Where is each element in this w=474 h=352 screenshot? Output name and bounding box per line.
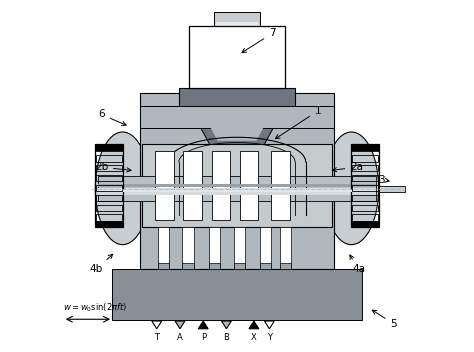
Bar	[98, 176, 376, 201]
Text: T: T	[154, 333, 159, 342]
Bar	[96, 165, 122, 171]
Bar	[351, 221, 379, 227]
Bar	[240, 151, 258, 220]
Bar	[183, 151, 202, 220]
Bar	[98, 184, 376, 187]
Text: 5: 5	[372, 310, 397, 329]
Bar	[352, 195, 378, 201]
Bar	[234, 263, 246, 269]
Bar	[216, 22, 258, 25]
Text: 2a: 2a	[332, 162, 363, 172]
Bar	[352, 205, 378, 211]
Bar	[214, 12, 260, 26]
Bar	[234, 227, 246, 269]
Text: 1: 1	[275, 106, 321, 139]
Bar	[140, 106, 334, 128]
Bar	[95, 144, 123, 151]
Polygon shape	[221, 321, 231, 329]
Polygon shape	[264, 321, 274, 329]
Bar	[96, 214, 122, 221]
Ellipse shape	[324, 132, 379, 245]
Bar	[212, 151, 230, 220]
Bar	[352, 175, 378, 181]
Bar	[96, 195, 122, 201]
Bar	[95, 144, 123, 227]
Text: X: X	[251, 333, 257, 342]
Bar	[179, 88, 295, 107]
Polygon shape	[198, 321, 208, 329]
Bar	[155, 151, 173, 220]
Bar	[352, 185, 378, 191]
Bar	[352, 214, 378, 221]
Polygon shape	[200, 108, 274, 141]
Bar	[96, 155, 122, 162]
Bar	[272, 151, 290, 220]
Text: 3: 3	[378, 175, 389, 184]
Bar	[96, 185, 122, 191]
Polygon shape	[190, 107, 284, 146]
Bar	[260, 263, 271, 269]
Bar	[280, 227, 291, 269]
Text: 4a: 4a	[350, 255, 365, 274]
Text: 6: 6	[98, 109, 126, 125]
Bar	[209, 227, 220, 269]
Bar	[95, 221, 123, 227]
Bar	[182, 227, 194, 269]
Text: Y: Y	[267, 333, 272, 342]
Bar	[158, 227, 169, 269]
Bar	[352, 165, 378, 171]
Polygon shape	[152, 321, 162, 329]
Polygon shape	[175, 321, 185, 329]
Bar	[96, 205, 122, 211]
Bar	[98, 190, 376, 192]
Bar	[158, 263, 169, 269]
Bar	[352, 155, 378, 162]
Text: 4b: 4b	[90, 254, 113, 274]
Bar	[112, 269, 362, 320]
Text: A: A	[177, 333, 183, 342]
Bar	[351, 144, 379, 227]
Bar	[98, 188, 376, 195]
Bar	[142, 144, 332, 227]
Text: $w = w_0\mathrm{sin}(2\pi ft)$: $w = w_0\mathrm{sin}(2\pi ft)$	[63, 302, 127, 314]
Bar	[351, 144, 379, 151]
Bar	[140, 93, 334, 269]
Bar	[209, 263, 220, 269]
Ellipse shape	[95, 132, 150, 245]
Bar	[260, 227, 271, 269]
Bar	[96, 175, 122, 181]
Text: P: P	[201, 333, 206, 342]
Bar	[190, 26, 284, 88]
Polygon shape	[249, 321, 259, 329]
Bar	[379, 186, 404, 192]
Text: 7: 7	[242, 29, 275, 52]
Text: 2b: 2b	[95, 162, 131, 172]
Bar	[280, 263, 291, 269]
Bar	[182, 263, 194, 269]
Text: B: B	[224, 333, 229, 342]
